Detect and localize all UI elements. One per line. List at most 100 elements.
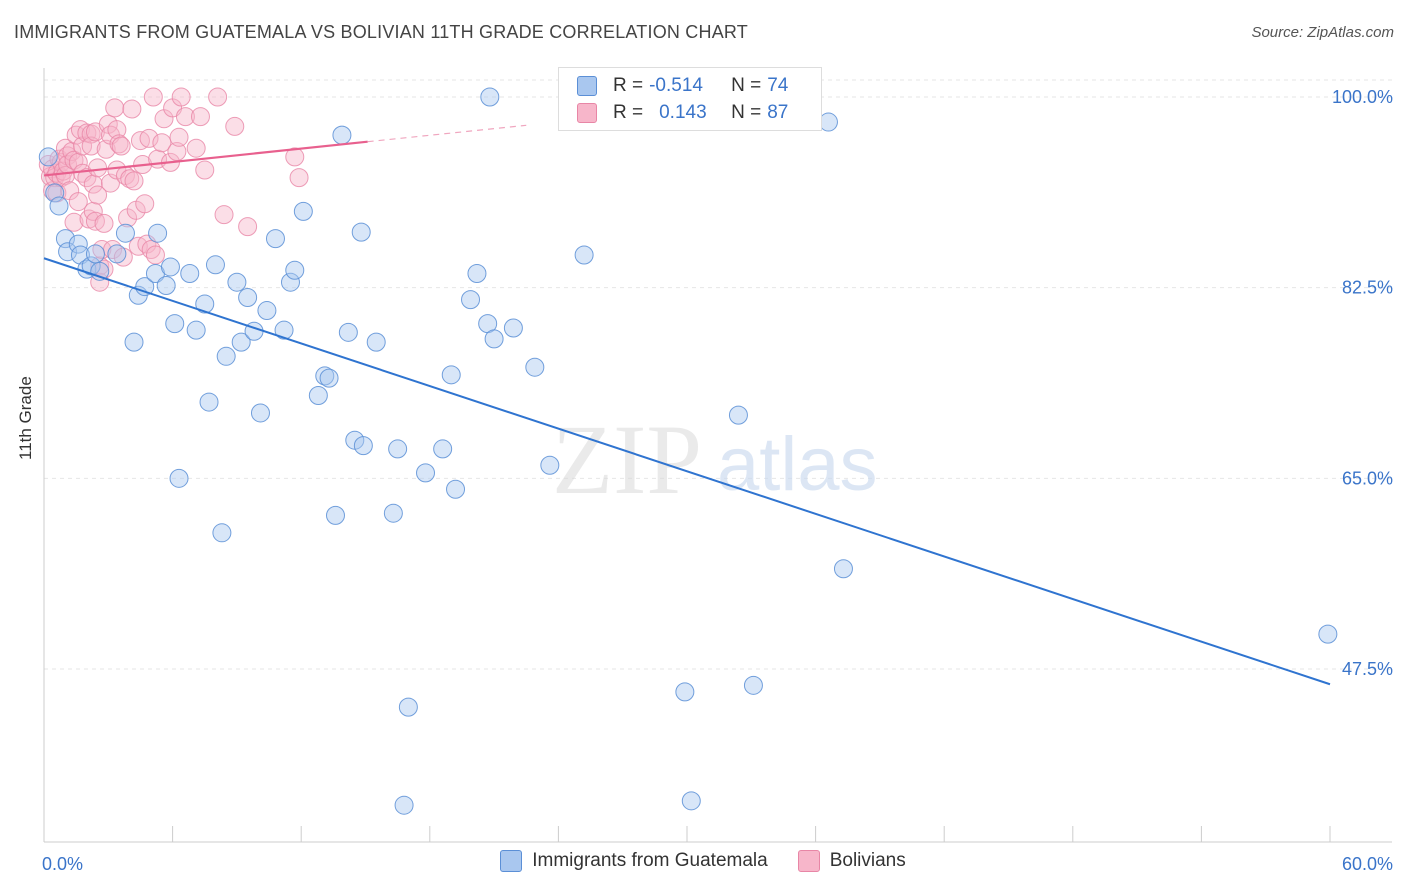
grid-layer [44,79,1392,670]
guatemala-point [212,523,232,543]
guatemala-point [366,332,386,352]
r-value: -0.514 [649,75,703,96]
guatemala-point [199,392,219,412]
guatemala-point [833,559,853,579]
guatemala-point [394,795,414,815]
bolivians-point [105,98,125,118]
guatemala-point [124,332,144,352]
guatemala-point [274,320,294,340]
bolivians-point [169,127,189,147]
guatemala-trend-line [43,257,1331,686]
n-label: N = [731,102,762,123]
bolivians-points [38,87,309,292]
bolivians-point [122,99,142,119]
bolivians-point [111,136,131,156]
guatemala-point [383,503,403,523]
r-value: 0.143 [659,102,707,123]
bolivians-point [83,201,103,221]
x-tick-label: 60.0% [1342,854,1393,874]
guatemala-point [484,329,504,349]
guatemala-points [38,87,1338,815]
bolivians-point [143,87,163,107]
guatemala-point [285,260,305,280]
guatemala-point [238,287,258,307]
guatemala-point [675,682,695,702]
bolivians-point [152,133,172,153]
guatemala-point [728,405,748,425]
guatemala-point [216,346,236,366]
r-label: R = [613,75,644,96]
bolivians-point [238,217,258,237]
guatemala-point [1318,624,1338,644]
guatemala-point [540,455,560,475]
bolivians-point [225,116,245,136]
bolivians-point [94,213,114,233]
guatemala-point [250,403,270,423]
legend-swatch-blue [500,850,523,872]
axis-layer [43,68,1392,843]
n-value: 74 [767,75,789,96]
legend-label-bolivians: Bolivians [829,850,906,871]
guatemala-point [308,386,328,406]
correlation-legend: R = -0.514 N = 74 R = 0.143 N = 87 [558,67,822,131]
legend-swatch-pink [797,850,820,872]
guatemala-point [58,242,78,262]
y-tick-label: 100.0% [1332,87,1393,107]
bolivians-point [139,128,159,148]
guatemala-point [49,196,69,216]
source-label: Source: ZipAtlas.com [1251,24,1394,41]
guatemala-point [332,125,352,145]
bolivians-point [124,171,144,191]
bolivians-point [81,136,101,156]
bolivians-point [135,194,155,214]
guatemala-point [165,314,185,334]
guatemala-point [280,272,300,292]
bolivians-point [171,87,191,107]
bolivians-point [68,192,88,212]
bolivians-point [64,212,84,232]
legend-row-guatemala: R = -0.514 N = 74 [577,73,788,99]
guatemala-point [205,255,225,275]
bolivians-point [107,120,127,140]
bolivians-point [195,160,215,180]
bolivians-point [186,138,206,158]
guatemala-point [467,264,487,284]
bolivians-point [190,107,210,127]
guatemala-point [160,257,180,277]
legend-item-bolivians[interactable]: Bolivians [797,850,906,872]
guatemala-point [743,675,763,695]
guatemala-point [503,318,523,338]
y-tick-label: 65.0% [1342,468,1393,488]
guatemala-point [265,229,285,249]
guatemala-point [441,365,461,385]
bolivians-point [175,107,195,127]
guatemala-point [293,201,313,221]
legend-row-bolivians: R = 0.143 N = 87 [577,100,788,126]
bolivians-point [214,205,234,225]
guatemala-point [227,272,247,292]
guatemala-point [148,223,168,243]
bolivians-point [83,174,103,194]
legend-item-guatemala[interactable]: Immigrants from Guatemala [500,850,768,872]
guatemala-point [416,463,436,483]
guatemala-point [681,791,701,811]
bolivians-point [289,168,309,188]
legend-swatch-pink [577,103,597,123]
guatemala-point [446,479,466,499]
guatemala-point [338,322,358,342]
bolivians-point [208,87,228,107]
guatemala-point [461,290,481,310]
y-tick-label: 47.5% [1342,659,1393,679]
watermark-atlas: atlas [717,422,878,507]
x-tick-label: 0.0% [42,854,83,874]
guatemala-point [257,301,277,321]
n-label: N = [731,75,762,96]
guatemala-point [195,294,215,314]
guatemala-point [231,332,251,352]
guatemala-point [38,147,58,167]
guatemala-point [169,468,189,488]
bolivians-point [145,245,165,265]
guatemala-point [480,87,500,107]
bolivians-trend-extension [367,124,527,143]
